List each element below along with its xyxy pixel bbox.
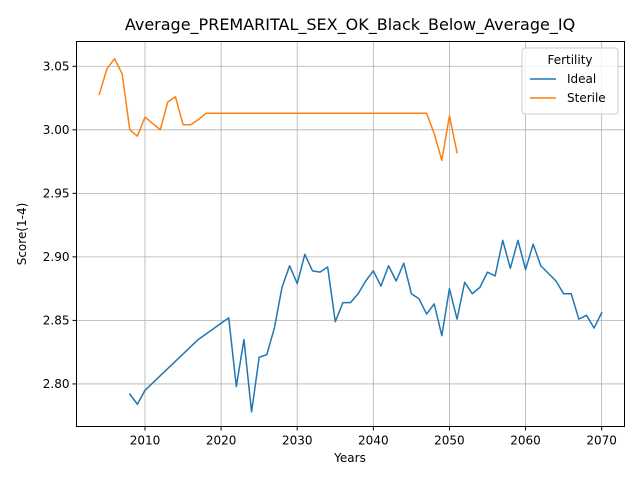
- y-tick-label: 3.05: [43, 59, 70, 73]
- y-tick-label: 2.80: [43, 377, 70, 391]
- x-tick-label: 2040: [358, 434, 389, 448]
- series-line-sterile: [98, 57, 458, 162]
- x-axis-ticks: 2010 2020 2030 2040 2050 2060 2070: [130, 426, 617, 448]
- x-tick-label: 2050: [434, 434, 465, 448]
- y-tick-label: 2.85: [43, 313, 70, 327]
- x-tick-label: 2070: [586, 434, 617, 448]
- legend-title: Fertility: [547, 53, 592, 67]
- y-tick-label: 2.95: [43, 186, 70, 200]
- x-tick-label: 2010: [130, 434, 161, 448]
- grid: [76, 41, 625, 427]
- x-tick-label: 2020: [206, 434, 237, 448]
- y-tick-label: 2.90: [43, 250, 70, 264]
- chart-title: Average_PREMARITAL_SEX_OK_Black_Below_Av…: [125, 15, 575, 35]
- x-axis-label: Years: [333, 451, 366, 465]
- legend-label-ideal: Ideal: [567, 72, 596, 86]
- legend: Fertility Ideal Sterile: [521, 47, 619, 115]
- plot-frame: [76, 41, 625, 427]
- series-line-ideal: [128, 239, 603, 413]
- series-lines: [98, 57, 603, 413]
- x-tick-label: 2030: [282, 434, 313, 448]
- x-tick-label: 2060: [510, 434, 541, 448]
- y-axis-ticks: 2.80 2.85 2.90 2.95 3.00 3.05: [43, 59, 77, 391]
- legend-label-sterile: Sterile: [567, 91, 606, 105]
- y-axis-label: Score(1-4): [15, 203, 29, 266]
- y-tick-label: 3.00: [43, 123, 70, 137]
